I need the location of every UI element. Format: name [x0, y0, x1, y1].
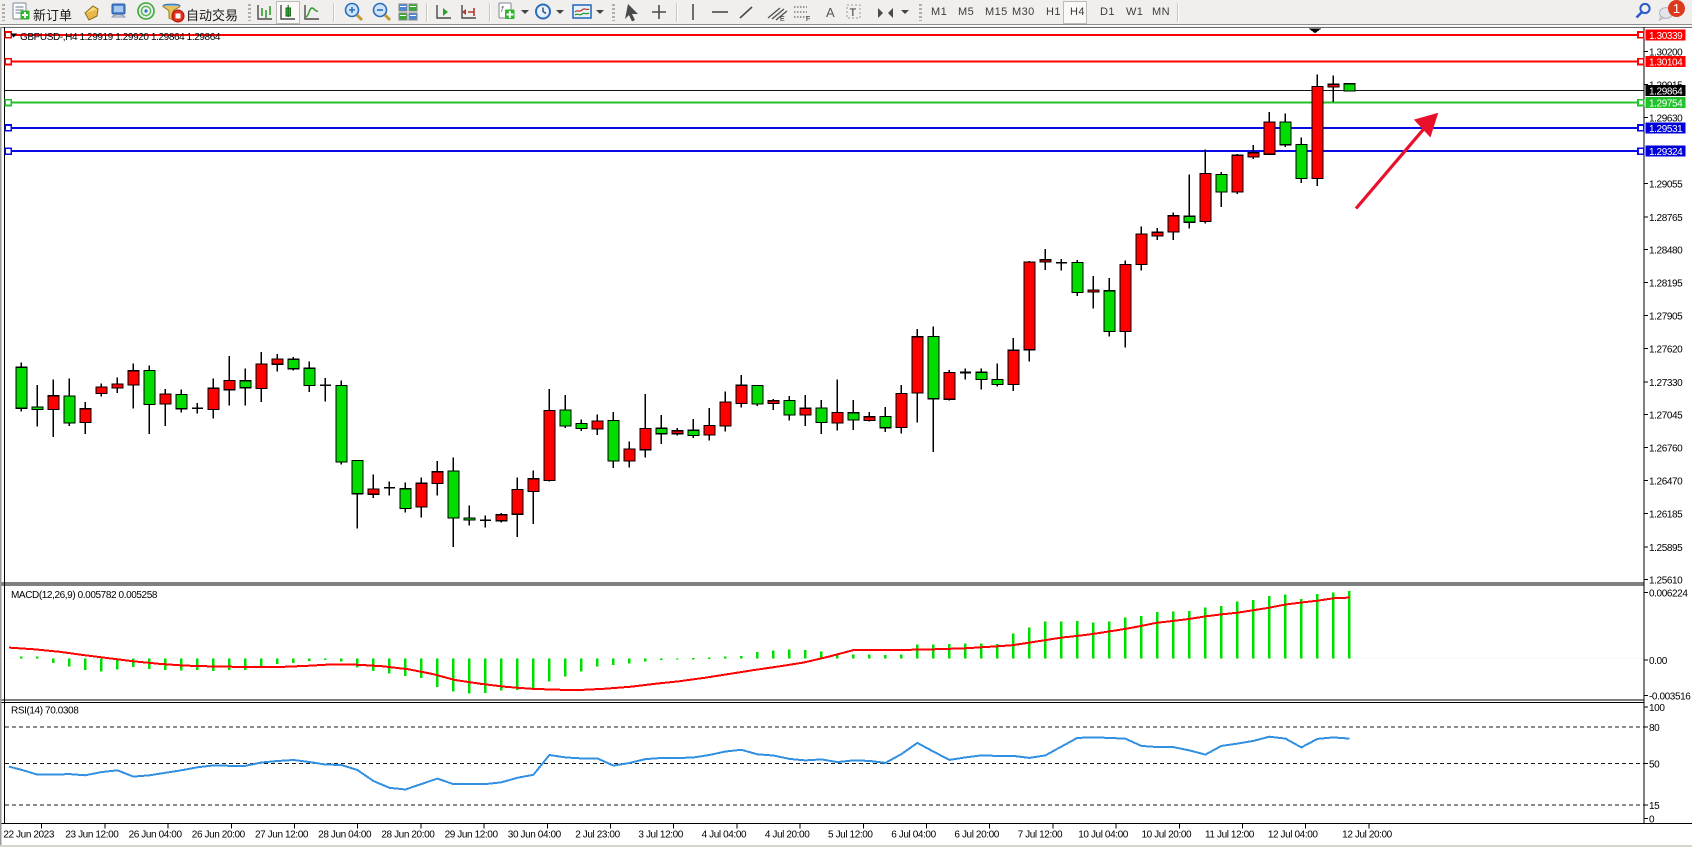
svg-text:10 Jul 20:00: 10 Jul 20:00 [1141, 830, 1192, 841]
svg-text:10 Jul 04:00: 10 Jul 04:00 [1078, 830, 1129, 841]
svg-text:MACD(12,26,9) 0.005782 0.00525: MACD(12,26,9) 0.005782 0.005258 [11, 590, 158, 601]
svg-text:1.25610: 1.25610 [1649, 576, 1683, 587]
svg-text:1: 1 [1673, 1, 1680, 16]
svg-text:1.28480: 1.28480 [1649, 246, 1683, 257]
svg-text:-0.003516: -0.003516 [1649, 691, 1691, 702]
svg-text:1.29630: 1.29630 [1649, 113, 1683, 124]
svg-text:1.30200: 1.30200 [1649, 48, 1683, 59]
svg-text:2 Jul 23:00: 2 Jul 23:00 [575, 830, 620, 841]
svg-text:1.29055: 1.29055 [1649, 179, 1683, 190]
svg-text:1.30339: 1.30339 [1649, 31, 1683, 42]
svg-text:28 Jun 20:00: 28 Jun 20:00 [381, 830, 435, 841]
svg-text:1.25895: 1.25895 [1649, 543, 1683, 554]
svg-text:0.00: 0.00 [1649, 656, 1668, 667]
svg-text:F: F [806, 16, 810, 23]
svg-text:6 Jul 20:00: 6 Jul 20:00 [954, 830, 999, 841]
svg-text:1.26470: 1.26470 [1649, 477, 1683, 488]
svg-text:0: 0 [1649, 815, 1655, 826]
svg-text:22 Jun 2023: 22 Jun 2023 [3, 830, 54, 841]
svg-text:5 Jul 12:00: 5 Jul 12:00 [828, 830, 873, 841]
svg-text:6 Jul 04:00: 6 Jul 04:00 [891, 830, 936, 841]
svg-text:f: f [501, 5, 504, 14]
svg-text:GBPUSD-,H4 1.29919 1.29920 1.: GBPUSD-,H4 1.29919 1.29920 1.29864 1.298… [20, 32, 221, 43]
svg-text:1.30104: 1.30104 [1649, 58, 1683, 69]
svg-text:4 Jul 04:00: 4 Jul 04:00 [702, 830, 747, 841]
svg-text:27 Jun 12:00: 27 Jun 12:00 [255, 830, 309, 841]
svg-text:26 Jun 04:00: 26 Jun 04:00 [129, 830, 183, 841]
svg-text:1.29754: 1.29754 [1649, 99, 1683, 110]
svg-text:50: 50 [1649, 760, 1660, 771]
svg-text:23 Jun 12:00: 23 Jun 12:00 [65, 830, 119, 841]
svg-text:0.006224: 0.006224 [1649, 588, 1688, 599]
svg-text:1.29864: 1.29864 [1649, 86, 1683, 97]
svg-text:1.27620: 1.27620 [1649, 344, 1683, 355]
svg-text:RSI(14) 70.0308: RSI(14) 70.0308 [11, 706, 79, 717]
svg-text:80: 80 [1649, 723, 1660, 734]
svg-text:1.27330: 1.27330 [1649, 378, 1683, 389]
svg-text:1.26185: 1.26185 [1649, 510, 1683, 521]
svg-text:100: 100 [1649, 703, 1665, 714]
svg-text:1.27905: 1.27905 [1649, 312, 1683, 323]
svg-text:12 Jul 20:00: 12 Jul 20:00 [1342, 830, 1393, 841]
svg-text:1.28195: 1.28195 [1649, 278, 1683, 289]
svg-text:30 Jun 04:00: 30 Jun 04:00 [508, 830, 562, 841]
svg-text:T: T [850, 7, 857, 19]
svg-text:7 Jul 12:00: 7 Jul 12:00 [1018, 830, 1063, 841]
svg-text:3 Jul 12:00: 3 Jul 12:00 [638, 830, 683, 841]
svg-text:29 Jun 12:00: 29 Jun 12:00 [445, 830, 499, 841]
svg-text:11 Jul 12:00: 11 Jul 12:00 [1205, 830, 1255, 841]
svg-text:1.27045: 1.27045 [1649, 411, 1683, 422]
svg-text:28 Jun 04:00: 28 Jun 04:00 [318, 830, 372, 841]
svg-text:1.29324: 1.29324 [1649, 147, 1683, 158]
svg-text:15: 15 [1649, 801, 1660, 812]
svg-text:A: A [826, 5, 835, 20]
svg-text:1.29915: 1.29915 [1649, 81, 1683, 92]
svg-text:E: E [780, 16, 785, 23]
svg-text:1.29531: 1.29531 [1649, 124, 1683, 135]
svg-text:1.28765: 1.28765 [1649, 213, 1683, 224]
svg-text:12 Jul 04:00: 12 Jul 04:00 [1268, 830, 1319, 841]
svg-text:26 Jun 20:00: 26 Jun 20:00 [192, 830, 246, 841]
svg-text:4 Jul 20:00: 4 Jul 20:00 [765, 830, 810, 841]
svg-text:1.26760: 1.26760 [1649, 443, 1683, 454]
